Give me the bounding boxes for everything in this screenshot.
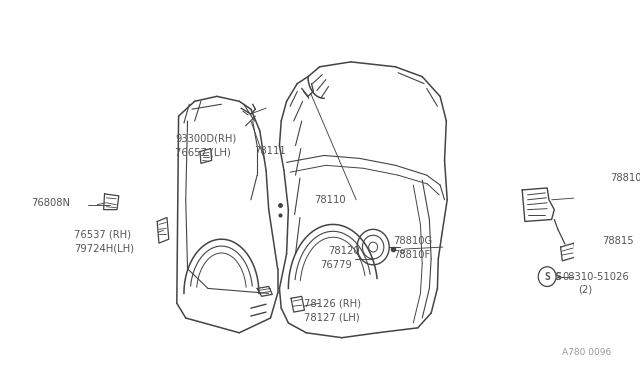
Text: 78120: 78120: [328, 246, 360, 256]
Text: 93300D(RH): 93300D(RH): [175, 134, 236, 144]
Text: 76779: 76779: [321, 260, 353, 270]
Text: 78127 (LH): 78127 (LH): [305, 312, 360, 322]
Text: 76657 (LH): 76657 (LH): [175, 148, 231, 157]
Text: S: S: [544, 272, 550, 282]
Text: A780 0096: A780 0096: [563, 348, 612, 357]
Text: 78815: 78815: [602, 236, 634, 246]
Text: (2): (2): [579, 285, 593, 294]
Text: 78810F: 78810F: [393, 250, 430, 260]
Text: 78126 (RH): 78126 (RH): [305, 298, 362, 308]
Text: 08310-51026: 08310-51026: [563, 272, 629, 282]
Text: 76537 (RH): 76537 (RH): [74, 229, 131, 239]
Text: 76808N: 76808N: [31, 198, 70, 208]
Text: 78810G: 78810G: [393, 236, 432, 246]
Text: 78110: 78110: [314, 195, 346, 205]
Text: S: S: [554, 272, 561, 282]
Text: 79724H(LH): 79724H(LH): [74, 243, 134, 253]
Text: 78810: 78810: [611, 173, 640, 183]
Text: 78111: 78111: [255, 145, 286, 155]
